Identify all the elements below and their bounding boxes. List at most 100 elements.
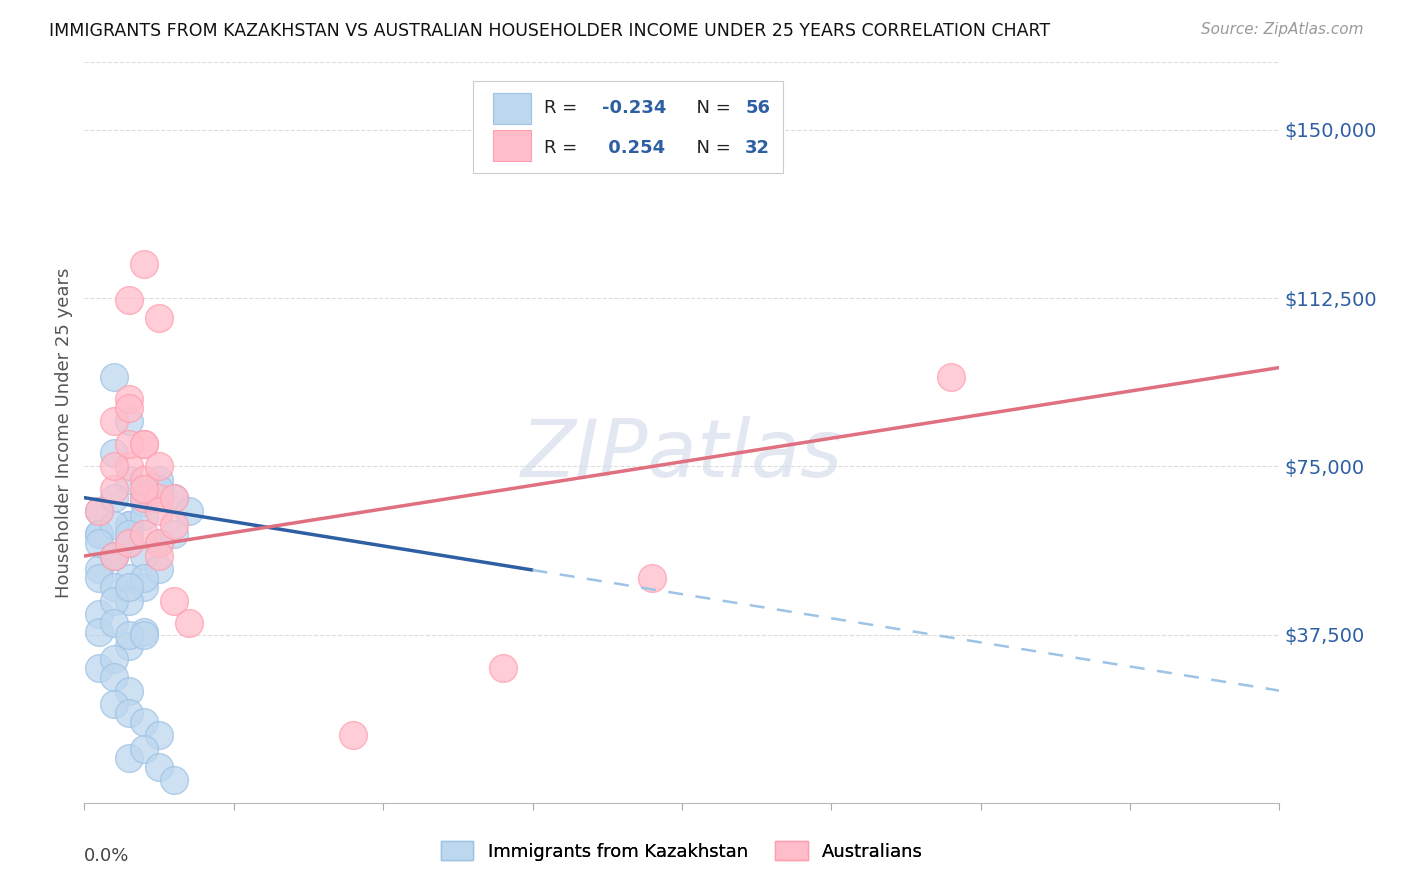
Point [89, 571, 111, 585]
Text: ZIPatlas: ZIPatlas [520, 416, 844, 494]
Point [148, 535, 170, 549]
Point [89, 535, 111, 549]
Point [132, 482, 156, 496]
Point [132, 437, 156, 451]
Point [132, 495, 156, 509]
Point [132, 257, 156, 271]
Point [118, 459, 141, 474]
Point [132, 473, 156, 487]
Point [148, 504, 170, 518]
Point [89, 562, 111, 576]
Point [103, 670, 125, 684]
Point [89, 504, 111, 518]
Point [103, 549, 125, 563]
Text: N =: N = [686, 138, 737, 157]
Point [132, 714, 156, 729]
Point [103, 652, 125, 666]
Point [118, 581, 141, 595]
Point [148, 760, 170, 774]
Point [118, 526, 141, 541]
Point [103, 414, 125, 428]
Legend: Immigrants from Kazakhstan, Australians: Immigrants from Kazakhstan, Australians [433, 833, 931, 868]
Text: 56: 56 [745, 99, 770, 118]
Point [89, 526, 111, 541]
FancyBboxPatch shape [494, 130, 531, 161]
Point [492, 661, 515, 675]
FancyBboxPatch shape [494, 93, 531, 124]
Point [118, 535, 141, 549]
Point [118, 594, 141, 608]
Point [148, 729, 170, 743]
FancyBboxPatch shape [472, 81, 783, 173]
Point [103, 581, 125, 595]
Point [132, 491, 156, 505]
Point [342, 729, 364, 743]
Point [148, 311, 170, 326]
Point [103, 459, 125, 474]
Text: R =: R = [544, 138, 583, 157]
Point [118, 571, 141, 585]
Point [163, 491, 186, 505]
Point [177, 616, 200, 631]
Point [132, 571, 156, 585]
Point [118, 293, 141, 308]
Point [148, 491, 170, 505]
Point [163, 773, 186, 788]
Point [89, 661, 111, 675]
Point [118, 706, 141, 720]
Point [103, 697, 125, 711]
Point [148, 562, 170, 576]
Point [132, 742, 156, 756]
Point [103, 517, 125, 532]
Point [132, 437, 156, 451]
Text: -0.234: -0.234 [602, 99, 666, 118]
Point [132, 491, 156, 505]
Point [177, 504, 200, 518]
Text: 0.254: 0.254 [602, 138, 665, 157]
Point [163, 517, 186, 532]
Point [89, 607, 111, 622]
Point [641, 571, 664, 585]
Point [148, 473, 170, 487]
Point [103, 369, 125, 384]
Point [132, 526, 156, 541]
Point [118, 437, 141, 451]
Point [118, 401, 141, 415]
Point [132, 625, 156, 640]
Point [118, 392, 141, 406]
Point [132, 508, 156, 523]
Point [118, 627, 141, 641]
Point [132, 627, 156, 641]
Point [132, 581, 156, 595]
Point [148, 459, 170, 474]
Point [148, 549, 170, 563]
Point [118, 751, 141, 765]
Point [118, 473, 141, 487]
Point [103, 616, 125, 631]
Y-axis label: Householder Income Under 25 years: Householder Income Under 25 years [55, 268, 73, 598]
Text: N =: N = [686, 99, 737, 118]
Point [89, 526, 111, 541]
Text: 32: 32 [745, 138, 770, 157]
Point [118, 683, 141, 698]
Point [148, 535, 170, 549]
Point [163, 526, 186, 541]
Text: R =: R = [544, 99, 583, 118]
Point [89, 625, 111, 640]
Point [148, 482, 170, 496]
Text: IMMIGRANTS FROM KAZAKHSTAN VS AUSTRALIAN HOUSEHOLDER INCOME UNDER 25 YEARS CORRE: IMMIGRANTS FROM KAZAKHSTAN VS AUSTRALIAN… [49, 22, 1050, 40]
Point [89, 504, 111, 518]
Text: 0.0%: 0.0% [84, 847, 129, 865]
Point [118, 535, 141, 549]
Point [118, 517, 141, 532]
Point [103, 491, 125, 505]
Point [103, 549, 125, 563]
Point [103, 482, 125, 496]
Point [132, 549, 156, 563]
Text: Source: ZipAtlas.com: Source: ZipAtlas.com [1201, 22, 1364, 37]
Point [118, 639, 141, 653]
Point [103, 446, 125, 460]
Point [118, 414, 141, 428]
Point [118, 517, 141, 532]
Point [103, 594, 125, 608]
